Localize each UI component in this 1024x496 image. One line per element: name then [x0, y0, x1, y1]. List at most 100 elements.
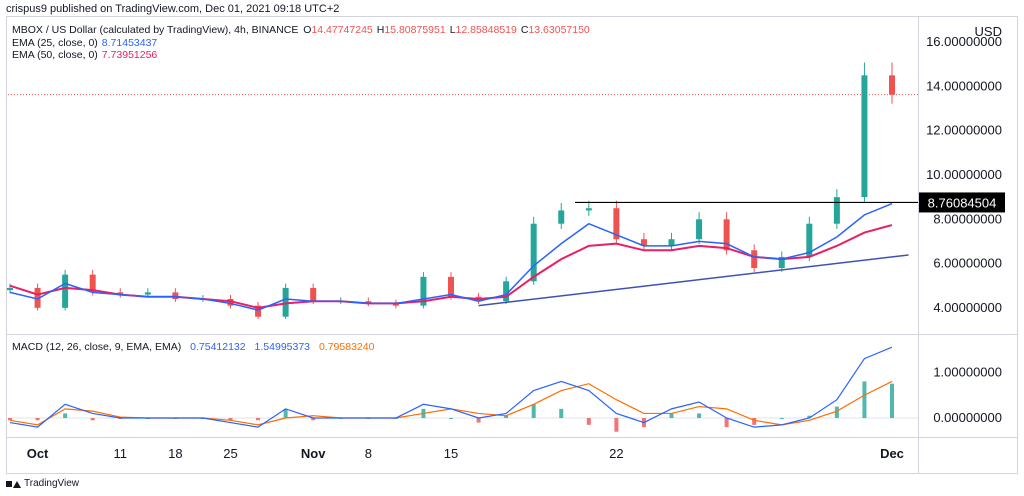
candle-body[interactable] — [227, 299, 234, 306]
price-axis-label: 10.00000000 — [926, 167, 1002, 182]
price-axis-label: 12.00000000 — [926, 123, 1002, 138]
macd-histogram-bar[interactable] — [779, 418, 784, 419]
macd-legend[interactable]: MACD (12, 26, close, 9, EMA, EMA) 0.7541… — [12, 341, 374, 353]
candle-body[interactable] — [806, 223, 813, 257]
candle-body[interactable] — [530, 223, 537, 282]
ema50-label: EMA (50, close, 0) — [12, 49, 98, 61]
candle-body[interactable] — [420, 276, 427, 306]
candle-body[interactable] — [889, 75, 895, 95]
macd-histogram-bar[interactable] — [35, 418, 40, 421]
macd-axis-label: 0.00000000 — [933, 410, 1002, 425]
price-legend-title-row: MBOX / US Dollar (calculated by TradingV… — [12, 24, 590, 36]
candle-body[interactable] — [696, 219, 703, 240]
candle-body[interactable] — [117, 292, 124, 295]
macd-histogram-bar[interactable] — [890, 383, 894, 418]
candle-body[interactable] — [7, 287, 13, 291]
candle-body[interactable] — [833, 197, 840, 224]
ohlc-label-l: L — [449, 24, 456, 36]
macd-histogram-bar[interactable] — [311, 418, 316, 421]
candle-body[interactable] — [172, 292, 179, 299]
ema25-label: EMA (25, close, 0) — [12, 37, 98, 49]
date-tick-label: 22 — [609, 446, 623, 461]
candle-body[interactable] — [392, 303, 399, 306]
date-tick-label: Dec — [880, 446, 904, 461]
candle-body[interactable] — [503, 281, 510, 302]
macd-axis-label: 1.00000000 — [933, 364, 1002, 379]
macd-histogram-bar[interactable] — [449, 418, 453, 419]
candle-body[interactable] — [448, 276, 454, 297]
candle-body[interactable] — [89, 274, 96, 293]
candle-body[interactable] — [365, 301, 372, 304]
ohlc-value-o: 14.47747245 — [311, 24, 373, 36]
candle-body[interactable] — [668, 239, 675, 246]
candle-body[interactable] — [778, 256, 785, 268]
candle-body[interactable] — [62, 274, 69, 308]
tradingview-icon — [6, 479, 21, 489]
candle-body[interactable] — [751, 250, 758, 268]
candle-body[interactable] — [282, 287, 289, 317]
ema25-legend[interactable]: EMA (25, close, 0) 8.71453437 — [12, 37, 157, 49]
candle-body[interactable] — [255, 305, 262, 317]
macd-histogram-bar[interactable] — [531, 404, 536, 418]
macd-histogram-bar[interactable] — [697, 413, 702, 418]
candle-body[interactable] — [558, 210, 565, 224]
tradingview-brand: TradingView — [24, 478, 80, 489]
macd-line[interactable] — [9, 346, 893, 428]
macd-histogram-bar[interactable] — [90, 418, 95, 421]
candle-body[interactable] — [34, 287, 41, 308]
ohlc-label-h: H — [376, 24, 385, 36]
price-axis-label: 6.00000000 — [933, 256, 1002, 271]
macd-histogram-bar[interactable] — [256, 418, 261, 421]
ema25-line[interactable] — [9, 202, 893, 311]
currency-label: USD — [975, 24, 1002, 39]
candle-body[interactable] — [144, 292, 151, 295]
candle-body[interactable] — [723, 219, 730, 251]
ohlc-label-c: C — [520, 24, 529, 36]
price-axis-separator — [918, 16, 919, 474]
macd-line-value: 1.54995373 — [254, 341, 311, 353]
ohlc-values: O14.47747245 H15.80875951 L12.85848519 C13.… — [301, 24, 590, 36]
macd-hist-value: 0.75412132 — [190, 341, 246, 353]
macd-histogram-bar[interactable] — [614, 418, 619, 432]
macd-histogram-bar[interactable] — [559, 408, 564, 418]
macd-histogram-bar[interactable] — [8, 418, 12, 421]
tradingview-logo[interactable]: TradingView — [6, 478, 79, 489]
macd-histogram-bar[interactable] — [834, 406, 839, 418]
ohlc-value-h: 15.80875951 — [384, 24, 446, 36]
macd-label: MACD (12, 26, close, 9, EMA, EMA) — [12, 341, 182, 353]
ohlc-label-o: O — [303, 24, 312, 36]
macd-histogram-bar[interactable] — [476, 418, 481, 423]
ohlc-value-c: 13.63057150 — [528, 24, 590, 36]
price-axis-label: 16.00000000 — [926, 34, 1002, 49]
date-tick-label: 8 — [365, 446, 372, 461]
macd-histogram-bar[interactable] — [228, 418, 233, 421]
pane-separator[interactable] — [6, 334, 1018, 335]
macd-histogram-bar[interactable] — [283, 408, 288, 418]
ema50-legend[interactable]: EMA (50, close, 0) 7.73951256 — [12, 49, 157, 61]
date-tick-label: Oct — [27, 446, 49, 461]
date-tick-label: 15 — [444, 446, 458, 461]
date-tick-label: 18 — [168, 446, 182, 461]
macd-histogram-bar[interactable] — [63, 413, 68, 418]
macd-histogram-bar[interactable] — [724, 418, 729, 428]
price-axis-label: 4.00000000 — [933, 300, 1002, 315]
candle-body[interactable] — [585, 208, 592, 211]
macd-histogram-bar[interactable] — [752, 418, 757, 425]
ema50-value: 7.73951256 — [101, 49, 158, 61]
macd-signal-value: 0.79583240 — [318, 341, 375, 353]
candle-body[interactable] — [861, 75, 868, 198]
macd-histogram-bar[interactable] — [504, 415, 509, 418]
macd-histogram-bar[interactable] — [807, 415, 812, 418]
price-marker-label: 8.76084504 — [928, 195, 997, 210]
candle-body[interactable] — [310, 287, 317, 302]
chart-frame — [6, 16, 1018, 474]
symbol-title[interactable]: MBOX / US Dollar (calculated by TradingV… — [12, 24, 299, 36]
candle-body[interactable] — [613, 208, 620, 240]
candle-body[interactable] — [640, 239, 647, 246]
macd-histogram-bar[interactable] — [862, 381, 867, 418]
support-trendline[interactable] — [478, 254, 909, 307]
macd-histogram-bar[interactable] — [669, 413, 674, 418]
macd-histogram-bar[interactable] — [586, 418, 591, 425]
price-axis-label: 14.00000000 — [926, 78, 1002, 93]
